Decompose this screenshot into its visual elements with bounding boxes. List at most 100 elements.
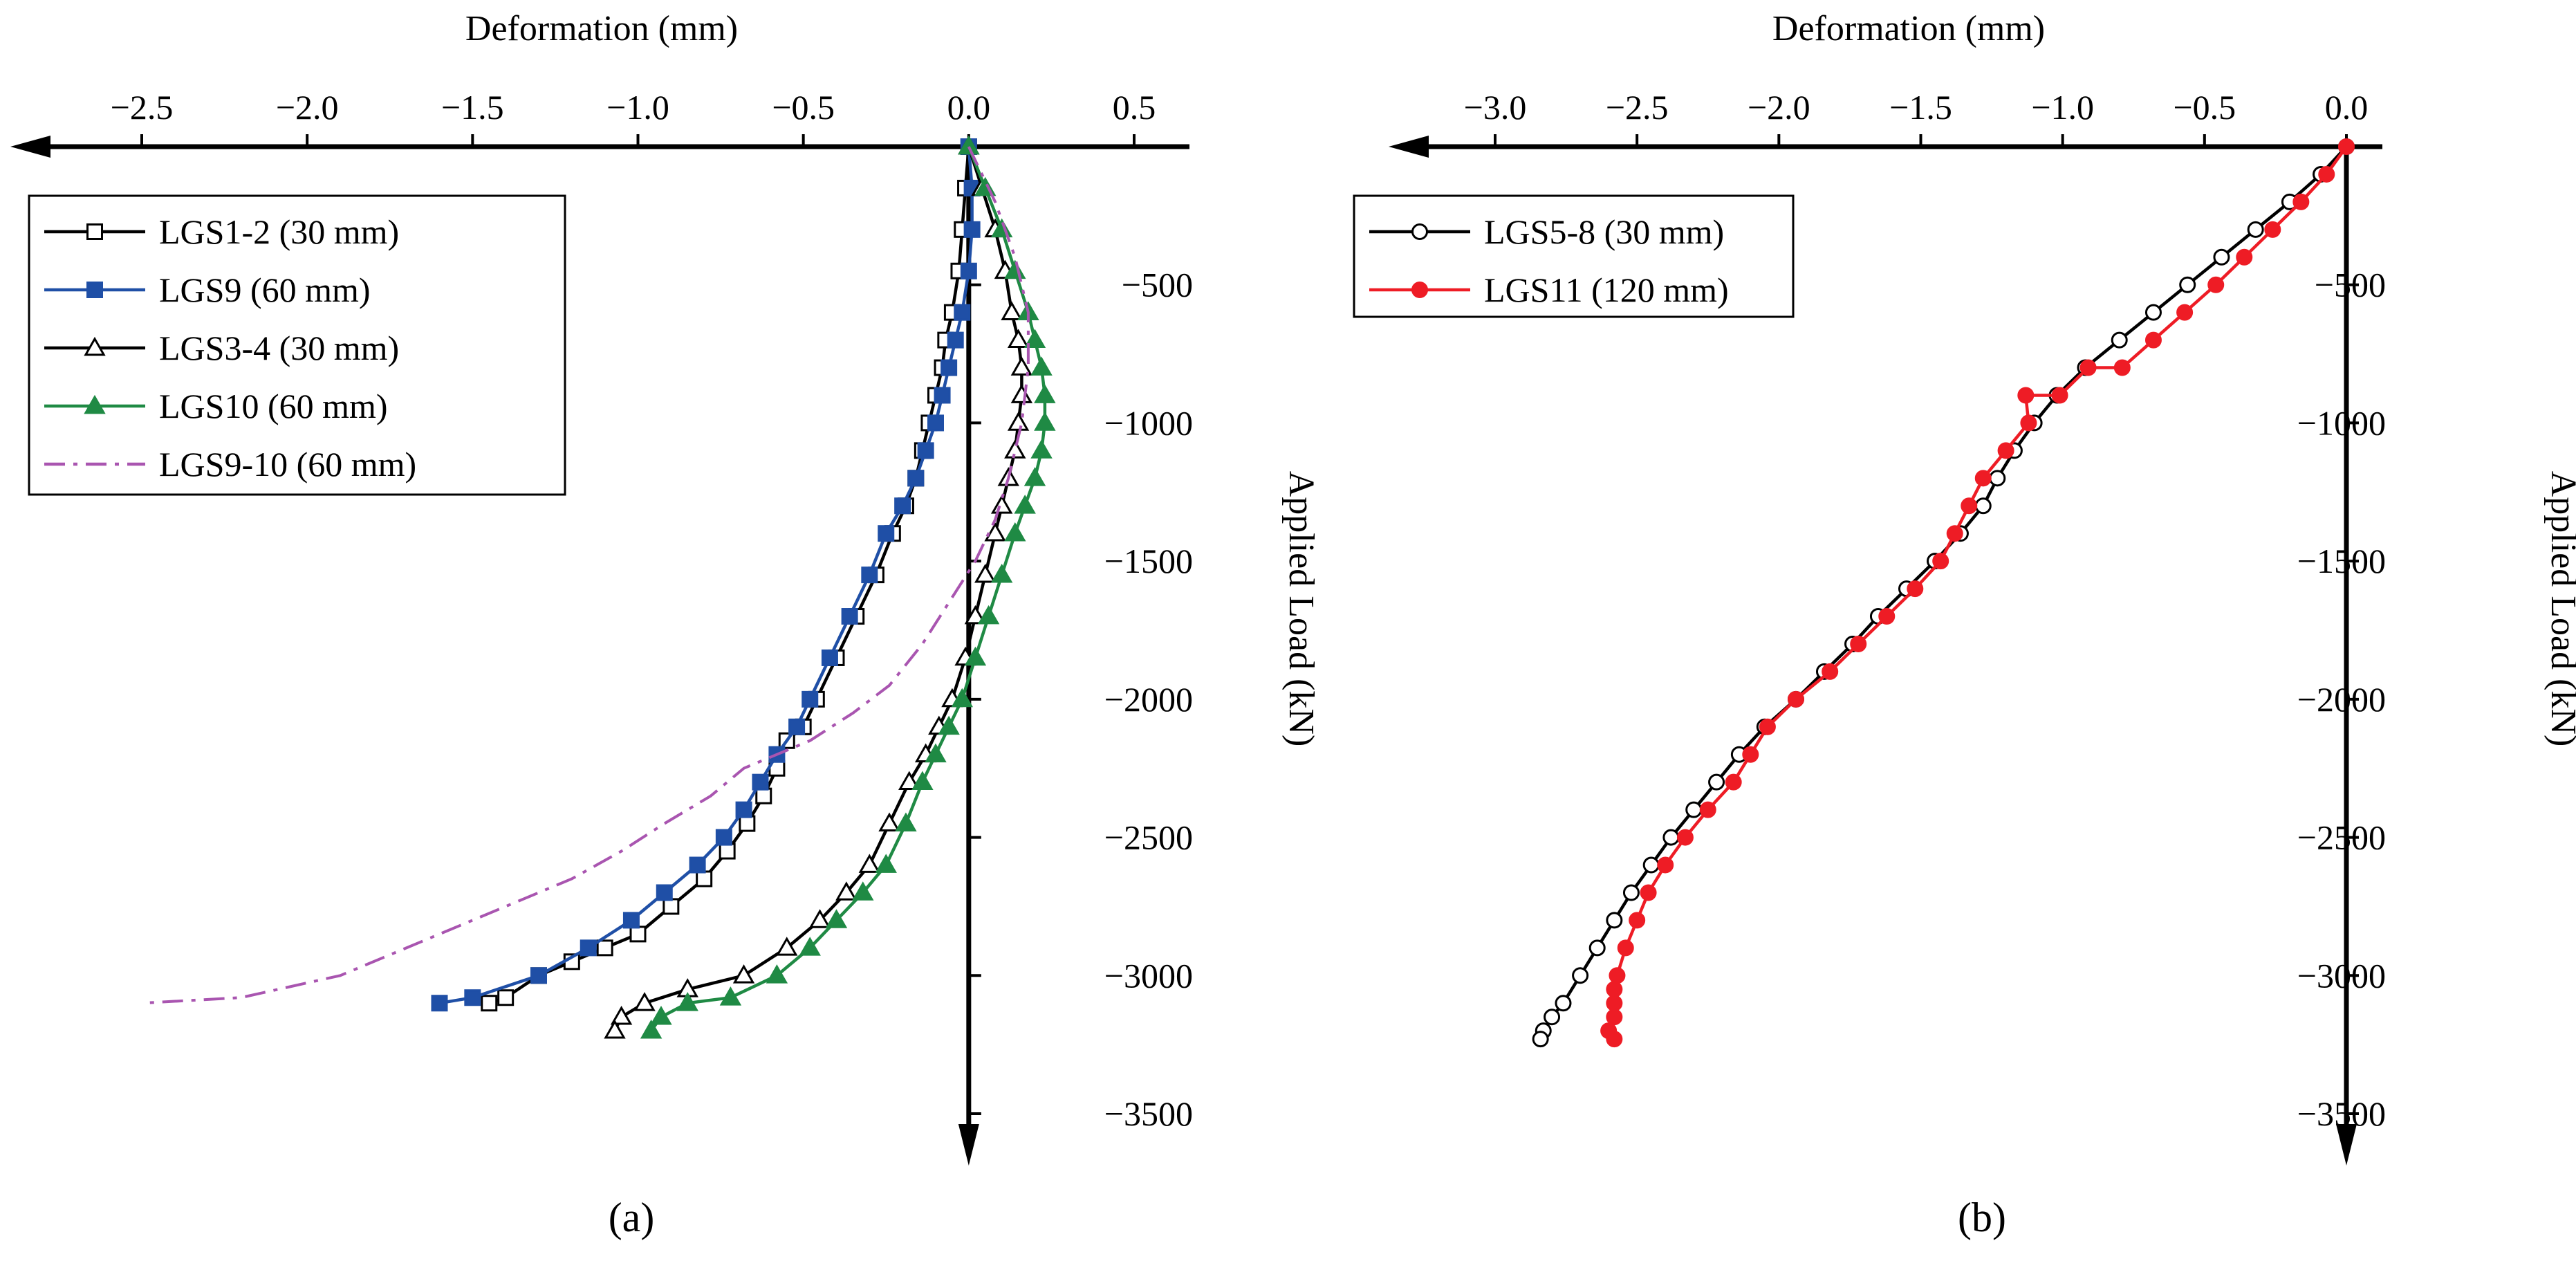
x-axis-arrow [10, 136, 50, 158]
legend-marker-point [1411, 223, 1428, 240]
series-point [861, 567, 878, 584]
y-axis-arrow [2336, 1124, 2357, 1166]
legend-label: LGS10 (60 mm) [159, 387, 388, 425]
y-tick-label: −3500 [2297, 1094, 2386, 1133]
series-point [894, 497, 911, 515]
panel-label: (b) [1958, 1195, 2006, 1240]
series-point [925, 743, 947, 763]
series-point [755, 787, 772, 804]
series-point [2318, 165, 2335, 183]
series-point [1708, 773, 1725, 791]
series-point [715, 829, 732, 846]
x-tick-label: −2.0 [1748, 88, 1810, 127]
x-tick-label: −3.0 [1464, 88, 1527, 127]
series-point [633, 992, 656, 1011]
series-point [835, 881, 858, 901]
series-point [1989, 470, 2006, 487]
series-point [2020, 414, 2037, 432]
series-point [799, 937, 821, 956]
legend-marker-point [86, 223, 103, 240]
series-point [1974, 470, 1992, 487]
legend: LGS5-8 (30 mm) LGS11 (120 mm) [1353, 194, 1795, 318]
legend-label: LGS5-8 (30 mm) [1484, 212, 1724, 251]
x-axis-title: Deformation (mm) [465, 9, 738, 48]
series-point [954, 304, 971, 321]
series-point [1622, 884, 1640, 901]
series-point [497, 989, 515, 1006]
series-point [1030, 439, 1053, 459]
y-tick-label: −2500 [1104, 818, 1193, 857]
series-1 [431, 138, 981, 1012]
series-point [1946, 525, 1963, 542]
legend-box [1353, 194, 1795, 318]
series-point [977, 605, 1000, 625]
series-point [604, 1020, 626, 1039]
series-point [808, 909, 831, 928]
series-point [1023, 467, 1046, 486]
series-point [927, 414, 944, 432]
series-point [788, 718, 806, 735]
series-point [2079, 359, 2097, 376]
series-point [801, 690, 819, 708]
series-point [1609, 967, 1626, 984]
y-tick-label: −3000 [2297, 956, 2386, 995]
legend-marker-point [84, 336, 106, 356]
legend-label: LGS1-2 (30 mm) [159, 212, 399, 251]
series-point [1606, 1031, 1623, 1048]
series-point [1662, 829, 1680, 846]
series-point [940, 359, 958, 376]
y-tick-label: −2000 [2297, 680, 2386, 719]
series-point [1007, 412, 1030, 431]
legend-label: LGS11 (120 mm) [1484, 270, 1729, 309]
series-point [878, 525, 895, 542]
series-point [2144, 331, 2162, 349]
series-point [963, 221, 981, 238]
y-tick-label: −3000 [1104, 956, 1193, 995]
series-point [2207, 276, 2225, 293]
series-point [656, 884, 673, 901]
series-point [1588, 939, 1606, 957]
legend-label: LGS9-10 (60 mm) [159, 445, 416, 484]
series-point [735, 801, 752, 818]
y-tick-label: −500 [1122, 266, 1193, 304]
panel-label: (a) [609, 1195, 655, 1240]
y-axis-title: Applied Load (kN) [1281, 471, 1321, 747]
series-point [2247, 221, 2264, 238]
x-tick-label: −1.5 [1889, 88, 1952, 127]
series-point [958, 135, 980, 155]
series-point [964, 646, 987, 666]
series-point [1657, 856, 1674, 874]
legend-label: LGS3-4 (30 mm) [159, 329, 399, 367]
series-point [2144, 304, 2162, 321]
series-point [2338, 138, 2355, 155]
series-point [2264, 221, 2281, 238]
series-point [464, 989, 481, 1006]
series-point [1787, 690, 1804, 708]
series-point [732, 964, 755, 984]
series-1 [1600, 138, 2355, 1048]
series-point [596, 939, 613, 957]
series-point [2236, 248, 2253, 266]
x-tick-label: −2.0 [276, 88, 339, 127]
series-point [2179, 276, 2196, 293]
series-point [610, 1006, 633, 1025]
y-tick-label: −1500 [1104, 542, 1193, 580]
y-tick-label: −1000 [2297, 403, 2386, 442]
panel-b: −3.0 −2.5 −2.0 −1.5 −1.0 −0.5 0.0 −500 −1000 −150… [1353, 9, 2576, 1240]
series-point [2113, 359, 2131, 376]
series-point [1742, 746, 1759, 763]
series-point [2213, 248, 2230, 266]
series-point [1629, 912, 1646, 929]
series-point [1907, 580, 1924, 598]
series-point [990, 563, 1013, 583]
series-point [1932, 553, 1949, 570]
x-tick-label: −0.5 [772, 88, 835, 127]
series-point [1961, 497, 1978, 515]
series-point [1878, 608, 1896, 625]
series-point [1606, 995, 1623, 1012]
series-point [431, 995, 448, 1012]
series-point [2111, 331, 2128, 349]
series-point [1676, 829, 1694, 846]
series-point [1004, 439, 1026, 459]
series-point [1606, 981, 1623, 998]
